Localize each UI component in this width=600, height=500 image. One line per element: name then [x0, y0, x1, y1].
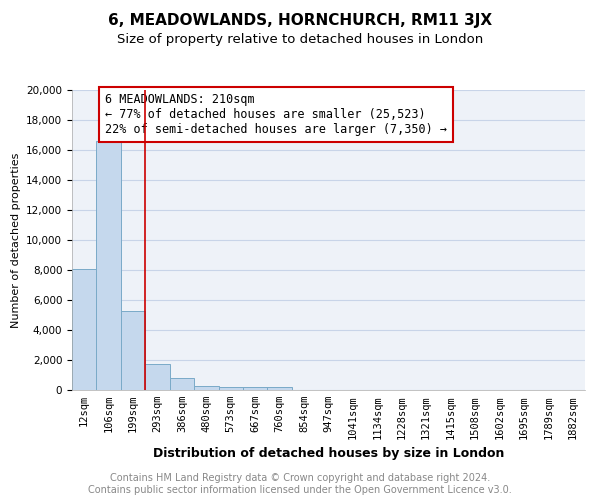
Bar [145, 364, 170, 390]
Bar [243, 387, 268, 390]
Y-axis label: Number of detached properties: Number of detached properties [11, 152, 20, 328]
Bar [121, 310, 145, 390]
Bar [170, 378, 194, 390]
Bar [72, 268, 97, 390]
Bar [218, 387, 243, 390]
X-axis label: Distribution of detached houses by size in London: Distribution of detached houses by size … [153, 447, 504, 460]
Bar [97, 141, 121, 390]
Text: Size of property relative to detached houses in London: Size of property relative to detached ho… [117, 32, 483, 46]
Text: 6 MEADOWLANDS: 210sqm
← 77% of detached houses are smaller (25,523)
22% of semi-: 6 MEADOWLANDS: 210sqm ← 77% of detached … [106, 93, 448, 136]
Text: 6, MEADOWLANDS, HORNCHURCH, RM11 3JX: 6, MEADOWLANDS, HORNCHURCH, RM11 3JX [108, 12, 492, 28]
Bar [268, 387, 292, 390]
Bar [194, 386, 218, 390]
Text: Contains HM Land Registry data © Crown copyright and database right 2024.
Contai: Contains HM Land Registry data © Crown c… [88, 474, 512, 495]
